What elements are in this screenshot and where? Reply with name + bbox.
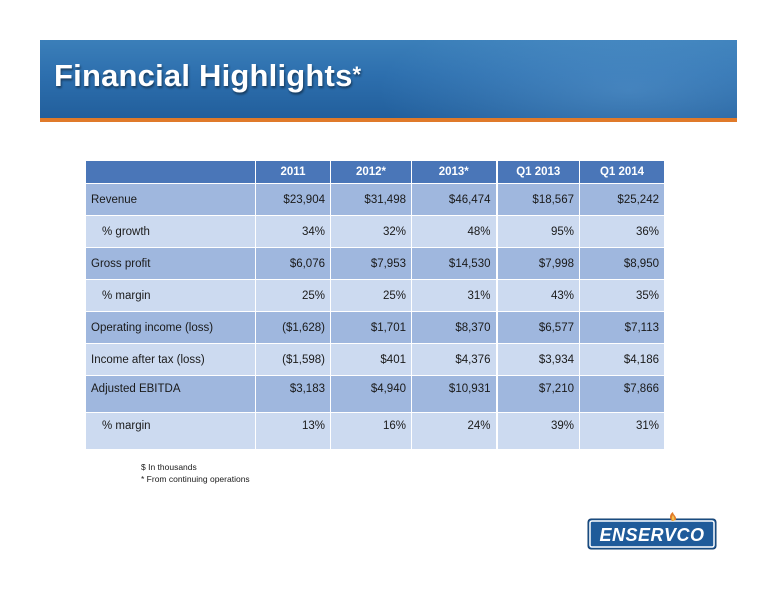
table-cell: $23,904 bbox=[255, 183, 331, 216]
column-header: 2012* bbox=[330, 160, 412, 184]
row-label: % margin bbox=[85, 412, 256, 450]
table-cell: $4,376 bbox=[411, 343, 497, 376]
table-cell: 31% bbox=[579, 412, 665, 450]
column-header: 2011 bbox=[255, 160, 331, 184]
column-header bbox=[85, 160, 256, 184]
column-header: Q1 2014 bbox=[579, 160, 665, 184]
table-cell: 43% bbox=[495, 279, 580, 312]
logo-text: ENSERVCO bbox=[599, 525, 704, 545]
row-label: Operating income (loss) bbox=[85, 311, 256, 344]
table-cell: 39% bbox=[495, 412, 580, 450]
row-label: Gross profit bbox=[85, 247, 256, 280]
table-row: % growth 34% 32% 48% 95% 36% bbox=[85, 215, 665, 248]
table-row: Gross profit $6,076 $7,953 $14,530 $7,99… bbox=[85, 247, 665, 280]
table-cell: $3,183 bbox=[255, 375, 331, 413]
table-cell: $6,076 bbox=[255, 247, 331, 280]
table-cell: 32% bbox=[330, 215, 412, 248]
table-row: % margin 13% 16% 24% 39% 31% bbox=[85, 412, 665, 450]
banner-accent-stripe bbox=[40, 118, 737, 122]
table-cell: $1,701 bbox=[330, 311, 412, 344]
table-cell: $7,866 bbox=[579, 375, 665, 413]
footnote-continuing-ops: * From continuing operations bbox=[141, 474, 250, 484]
flame-icon bbox=[670, 512, 677, 521]
table-cell: 13% bbox=[255, 412, 331, 450]
table-cell: $6,577 bbox=[495, 311, 580, 344]
page-title-mark: * bbox=[352, 62, 362, 87]
table-cell: 31% bbox=[411, 279, 497, 312]
row-label: Income after tax (loss) bbox=[85, 343, 256, 376]
table-cell: 34% bbox=[255, 215, 331, 248]
row-label: % margin bbox=[85, 279, 256, 312]
table-cell: $4,186 bbox=[579, 343, 665, 376]
table-cell: $25,242 bbox=[579, 183, 665, 216]
footnotes: $ In thousands * From continuing operati… bbox=[141, 461, 250, 485]
row-label: Revenue bbox=[85, 183, 256, 216]
table-cell: $7,113 bbox=[579, 311, 665, 344]
table-cell: $14,530 bbox=[411, 247, 497, 280]
table-cell: $18,567 bbox=[495, 183, 580, 216]
page-title-text: Financial Highlights bbox=[54, 58, 353, 93]
row-label: Adjusted EBITDA bbox=[85, 375, 256, 413]
table-cell: $7,210 bbox=[495, 375, 580, 413]
header-banner: Financial Highlights* bbox=[40, 40, 737, 118]
table-row: Income after tax (loss) ($1,598) $401 $4… bbox=[85, 343, 665, 376]
table-cell: $7,998 bbox=[495, 247, 580, 280]
table-cell: $7,953 bbox=[330, 247, 412, 280]
table-cell: 25% bbox=[255, 279, 331, 312]
row-label: % growth bbox=[85, 215, 256, 248]
table-cell: 48% bbox=[411, 215, 497, 248]
table-cell: $10,931 bbox=[411, 375, 497, 413]
table-cell: $46,474 bbox=[411, 183, 497, 216]
table-cell: $3,934 bbox=[495, 343, 580, 376]
table-cell: ($1,598) bbox=[255, 343, 331, 376]
table-cell: $8,950 bbox=[579, 247, 665, 280]
table-cell: 24% bbox=[411, 412, 497, 450]
table-cell: $401 bbox=[330, 343, 412, 376]
table-row: Revenue $23,904 $31,498 $46,474 $18,567 … bbox=[85, 183, 665, 216]
table-cell: $31,498 bbox=[330, 183, 412, 216]
table-header-row: 2011 2012* 2013* Q1 2013 Q1 2014 bbox=[85, 160, 665, 184]
table-cell: 25% bbox=[330, 279, 412, 312]
column-header: Q1 2013 bbox=[495, 160, 580, 184]
table-cell: ($1,628) bbox=[255, 311, 331, 344]
financial-table: 2011 2012* 2013* Q1 2013 Q1 2014 Revenue… bbox=[85, 160, 665, 450]
table-cell: 95% bbox=[495, 215, 580, 248]
table-row: % margin 25% 25% 31% 43% 35% bbox=[85, 279, 665, 312]
table-cell: $4,940 bbox=[330, 375, 412, 413]
footnote-units: $ In thousands bbox=[141, 462, 197, 472]
column-header: 2013* bbox=[411, 160, 497, 184]
table-row: Operating income (loss) ($1,628) $1,701 … bbox=[85, 311, 665, 344]
page-title: Financial Highlights* bbox=[54, 58, 361, 94]
table-cell: 36% bbox=[579, 215, 665, 248]
table-cell: 35% bbox=[579, 279, 665, 312]
enservco-logo: ENSERVCO bbox=[587, 512, 717, 550]
table-cell: $8,370 bbox=[411, 311, 497, 344]
table-row: Adjusted EBITDA $3,183 $4,940 $10,931 $7… bbox=[85, 375, 665, 413]
table-cell: 16% bbox=[330, 412, 412, 450]
